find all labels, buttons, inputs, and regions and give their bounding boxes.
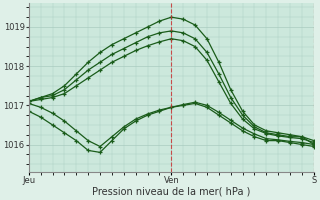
X-axis label: Pression niveau de la mer( hPa ): Pression niveau de la mer( hPa ) xyxy=(92,187,251,197)
